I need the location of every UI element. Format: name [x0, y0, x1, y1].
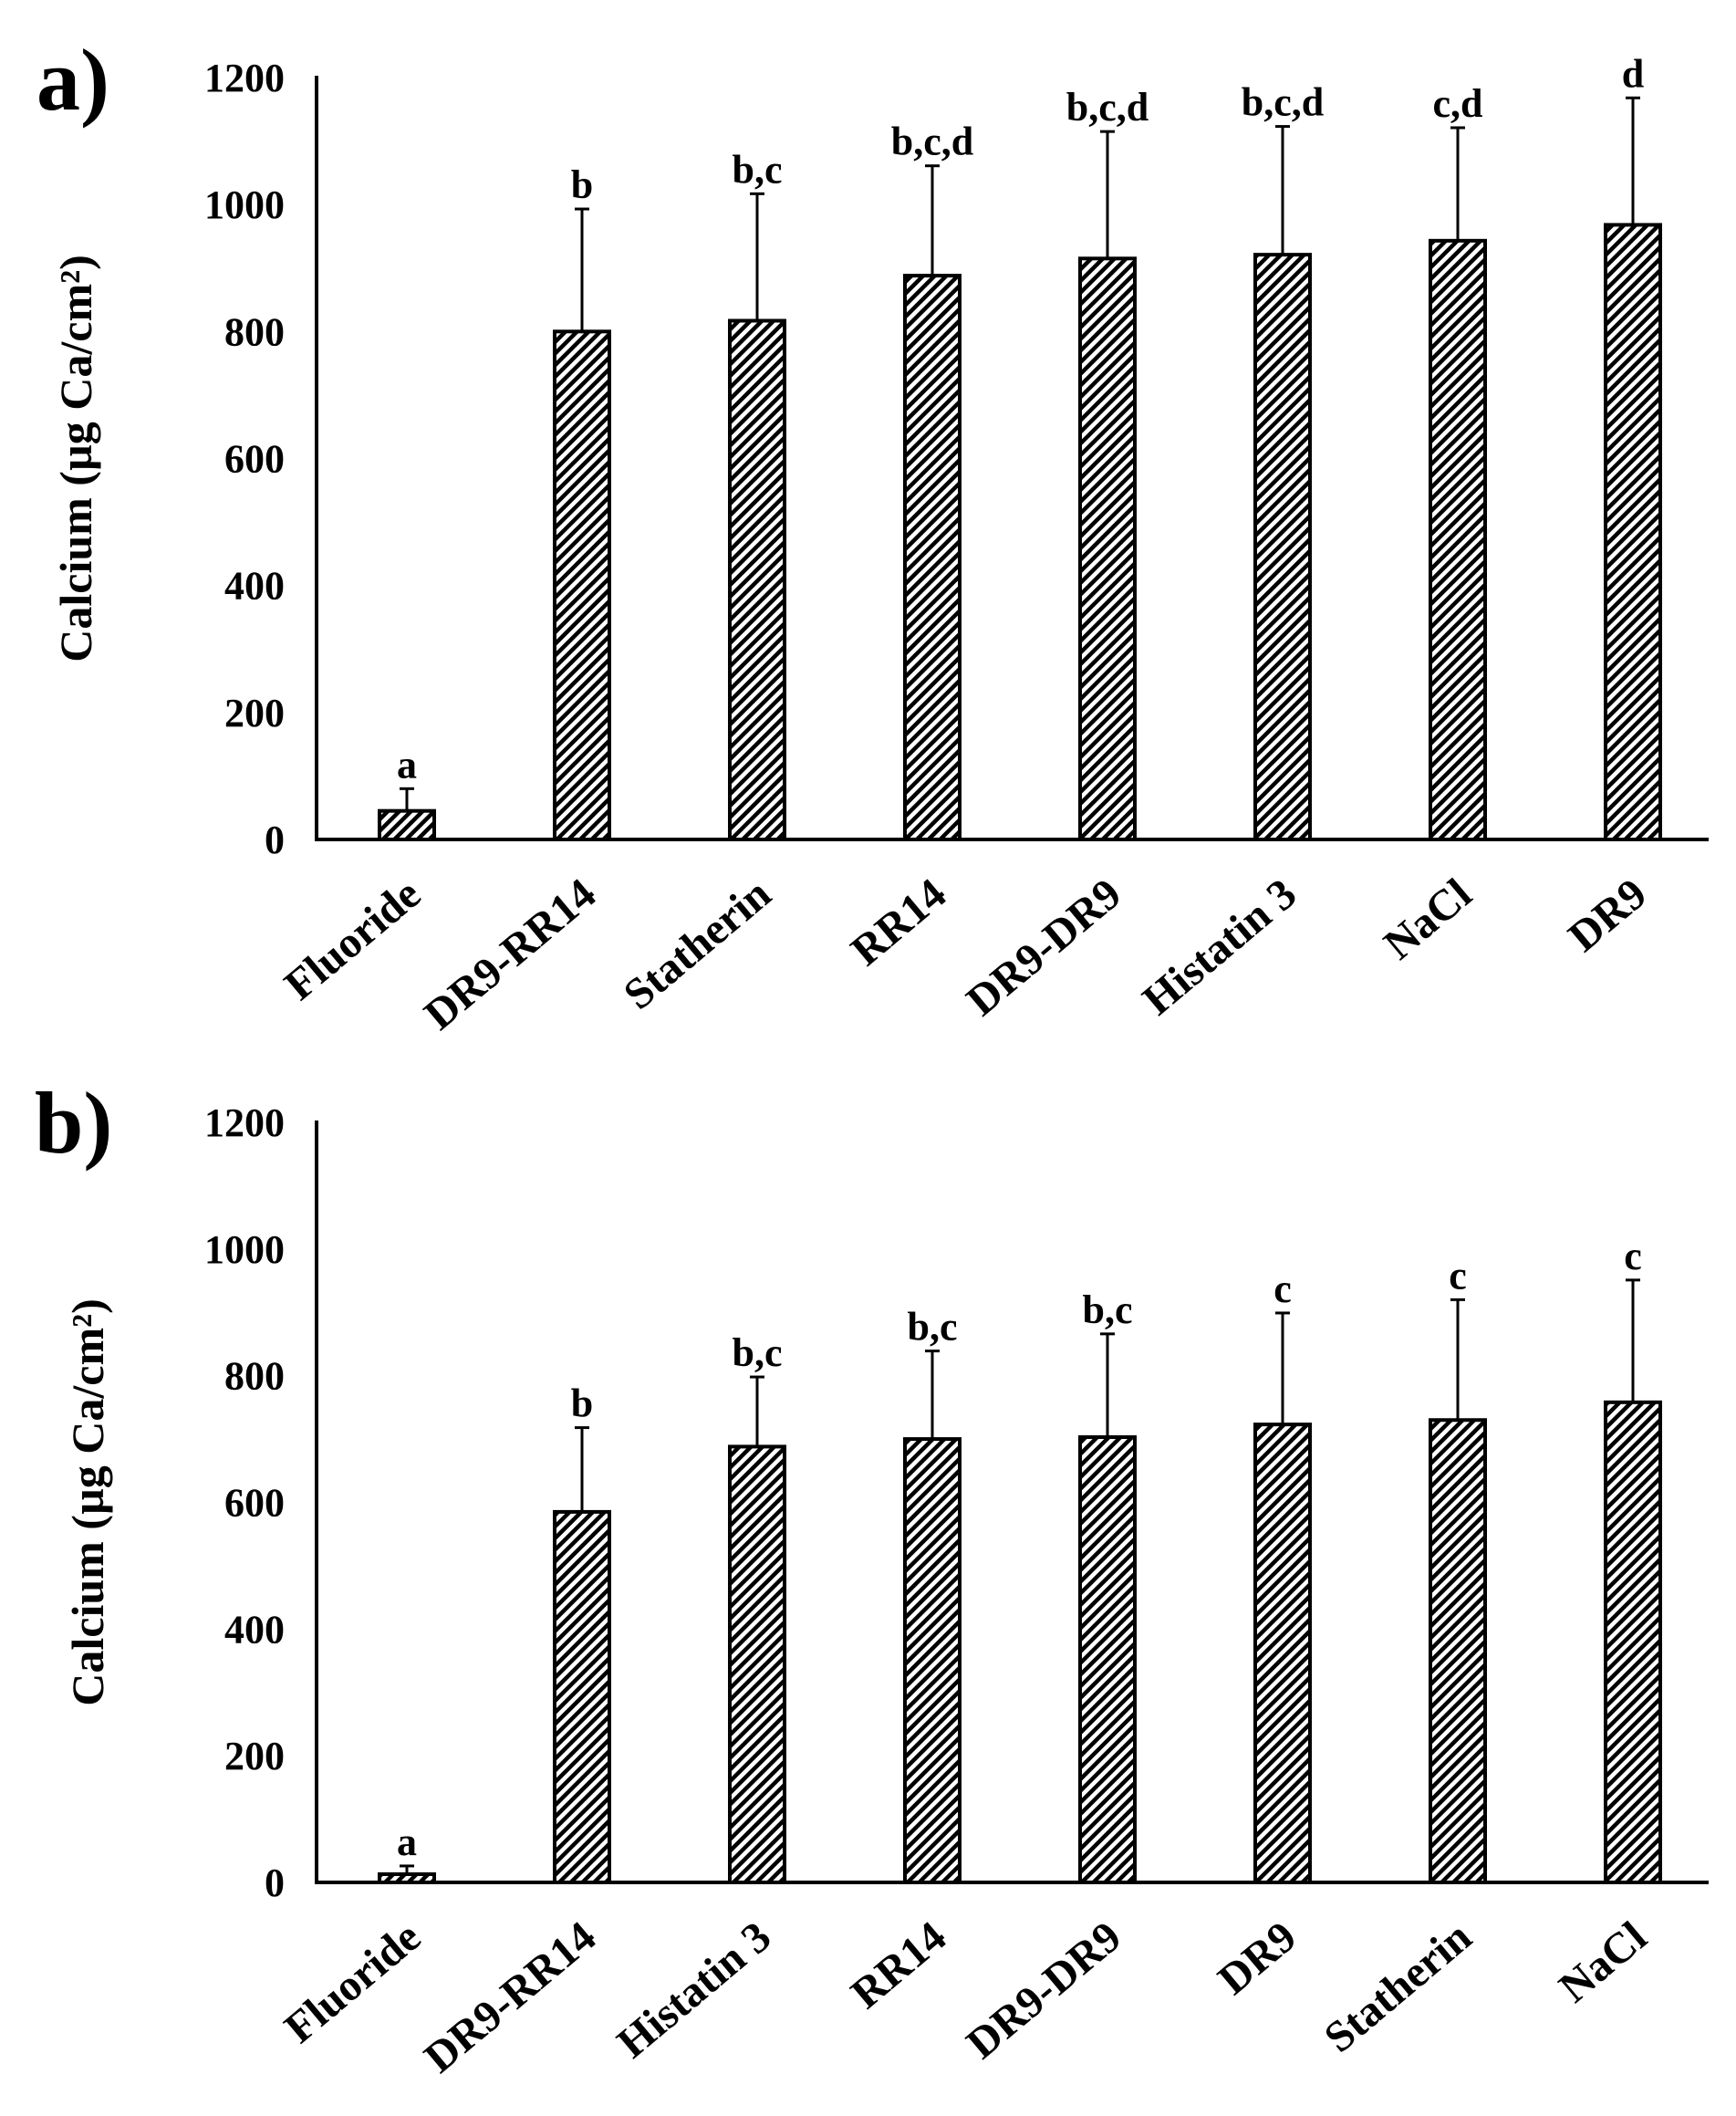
chart-a-bar: [1429, 238, 1487, 841]
chart-b-category-label: DR9-DR9: [958, 1913, 1130, 2069]
chart-a-y-tick-label: 0: [265, 818, 285, 862]
chart-a-significance-label: c,d: [1433, 81, 1483, 126]
chart-b-bar: [378, 1871, 436, 1884]
chart-a: a) 0 200 400 600 800 1000 1200 Calcium (µg Ca/cm…: [36, 31, 1709, 1039]
chart-a-category-label: Statherin: [615, 870, 780, 1019]
chart-a-bar: [1253, 253, 1312, 841]
chart-a-significance-label: a: [397, 742, 417, 787]
chart-a-y-tick-label: 600: [224, 437, 285, 482]
chart-a-y-tick-label: 400: [224, 564, 285, 609]
chart-a-y-tick-label: 200: [224, 691, 285, 735]
chart-a-bar: [728, 318, 786, 842]
chart-b-category-label: Fluoride: [275, 1913, 430, 2053]
chart-b-significance-label: c: [1624, 1234, 1642, 1278]
chart-a-significance-label: d: [1622, 51, 1644, 96]
chart-a-significance-label: b,c,d: [891, 120, 973, 164]
chart-b-bar: [1604, 1400, 1662, 1884]
chart-b-bar: [1253, 1423, 1312, 1885]
chart-b-significance-label: c: [1449, 1253, 1467, 1298]
chart-b-category-label: NaCl: [1550, 1913, 1656, 2012]
chart-b-significance-label: b,c: [733, 1330, 783, 1375]
chart-b-category-label: RR14: [842, 1913, 955, 2018]
chart-a-panel-label: a): [36, 31, 109, 129]
chart-a-category-label: Histatin 3: [1134, 870, 1305, 1025]
chart-a-bar: [903, 274, 962, 842]
chart-a-category-label: RR14: [842, 870, 955, 975]
chart-b-bar: [903, 1437, 962, 1885]
chart-a-category-label: DR9-RR14: [415, 870, 605, 1039]
chart-b-bar: [553, 1509, 611, 1884]
chart-a-category-label: DR9-DR9: [958, 870, 1130, 1026]
chart-b-category-label: Statherin: [1315, 1913, 1481, 2062]
chart-a-y-tick-label: 800: [224, 309, 285, 354]
chart-b-category-label: Histatin 3: [608, 1913, 780, 2068]
chart-b-bar: [728, 1444, 786, 1884]
chart-a-category-label: Fluoride: [275, 870, 430, 1010]
chart-b-bar: [1429, 1418, 1487, 1884]
chart-b-panel-label: b): [35, 1074, 112, 1172]
chart-a-significance-label: b,c,d: [1066, 85, 1149, 130]
chart-b-category-label: DR9: [1210, 1913, 1306, 2005]
chart-b-y-axis-label: Calcium (µg Ca/cm²): [62, 1298, 113, 1705]
chart-b-significance-label: b,c: [1083, 1287, 1133, 1332]
chart-b-significance-label: b: [571, 1381, 593, 1426]
chart-b-y-tick-label: 200: [224, 1734, 285, 1778]
chart-a-y-axis-label: Calcium (µg Ca/cm²): [50, 255, 101, 662]
chart-b-significance-label: a: [397, 1819, 417, 1864]
chart-b-y-tick-label: 0: [265, 1861, 285, 1905]
chart-a-category-label: NaCl: [1375, 870, 1481, 969]
chart-b-category-label: DR9-RR14: [415, 1913, 605, 2082]
chart-b-y-tick-label: 1000: [204, 1227, 285, 1272]
chart-b-y-tick-label: 600: [224, 1481, 285, 1526]
chart-b-y-tick-label: 1200: [204, 1100, 285, 1145]
chart-a-y-tick-label: 1200: [204, 56, 285, 100]
chart-a-bar: [1078, 256, 1137, 841]
chart-a-significance-label: b,c,d: [1242, 80, 1324, 125]
chart-a-category-label: DR9: [1560, 870, 1657, 962]
chart-b-y-tick-label: 400: [224, 1607, 285, 1652]
chart-b-bar: [1078, 1435, 1137, 1885]
chart-a-bar: [553, 329, 611, 842]
chart-a-significance-label: b: [571, 162, 593, 207]
chart-b-y-tick-label: 800: [224, 1354, 285, 1399]
chart-a-bar: [378, 808, 436, 841]
chart-a-significance-label: b,c: [733, 147, 783, 192]
chart-a-bar: [1604, 223, 1662, 841]
chart-b: b) 0 200 400 600 800 1000 1200 Calcium (µg Ca/cm…: [35, 1074, 1709, 2082]
chart-a-y-tick-label: 1000: [204, 182, 285, 227]
chart-b-significance-label: b,c: [908, 1305, 958, 1350]
chart-b-significance-label: c: [1273, 1266, 1292, 1311]
